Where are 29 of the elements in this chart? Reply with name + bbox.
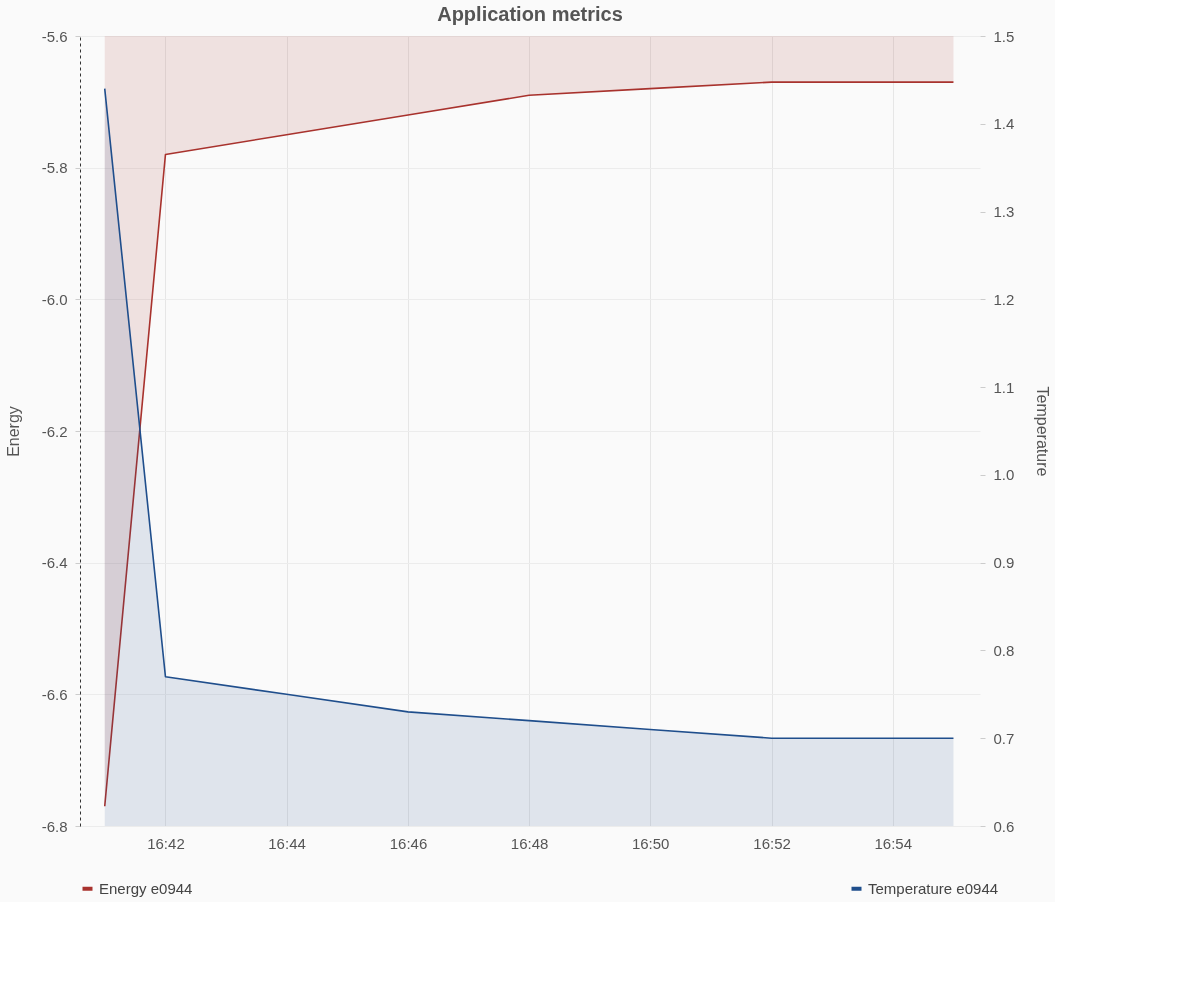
y2-axis-title: Temperature (1034, 386, 1052, 477)
legend-label: Temperature e0944 (868, 879, 999, 897)
x-tick-label: 16:42 (147, 834, 185, 852)
y-tick-label: -5.8 (41, 159, 68, 177)
y-tick-label: -5.6 (41, 27, 68, 45)
y-tick-label: -6.8 (41, 817, 68, 835)
y2-tick-label: 1.1 (993, 378, 1015, 396)
y-axis-title: Energy (4, 406, 22, 457)
y2-tick-label: 1.3 (993, 203, 1015, 221)
y-tick-label: -6.4 (41, 554, 68, 572)
y-tick-label: -6.6 (41, 685, 68, 703)
chart-title: Application metrics (437, 3, 623, 25)
x-tick-label: 16:52 (753, 834, 791, 852)
x-tick-label: 16:46 (389, 834, 428, 852)
y2-tick-label: 0.6 (993, 817, 1015, 835)
x-tick-label: 16:48 (510, 834, 549, 852)
x-tick-label: 16:50 (631, 834, 670, 852)
y2-tick-label: 1.2 (993, 290, 1015, 308)
legend-label: Energy e0944 (99, 879, 193, 897)
x-tick-label: 16:44 (268, 834, 306, 852)
y2-tick-label: 1.4 (993, 115, 1015, 133)
y2-tick-label: 0.8 (993, 641, 1015, 659)
x-tick-label: 16:54 (874, 834, 912, 852)
y-tick-label: -6.0 (41, 290, 68, 308)
y2-tick-label: 1.5 (993, 27, 1015, 45)
y2-tick-label: 0.9 (993, 554, 1015, 572)
y2-tick-label: 1.0 (993, 466, 1015, 484)
y-tick-label: -6.2 (41, 422, 68, 440)
y2-tick-label: 0.7 (993, 729, 1015, 747)
